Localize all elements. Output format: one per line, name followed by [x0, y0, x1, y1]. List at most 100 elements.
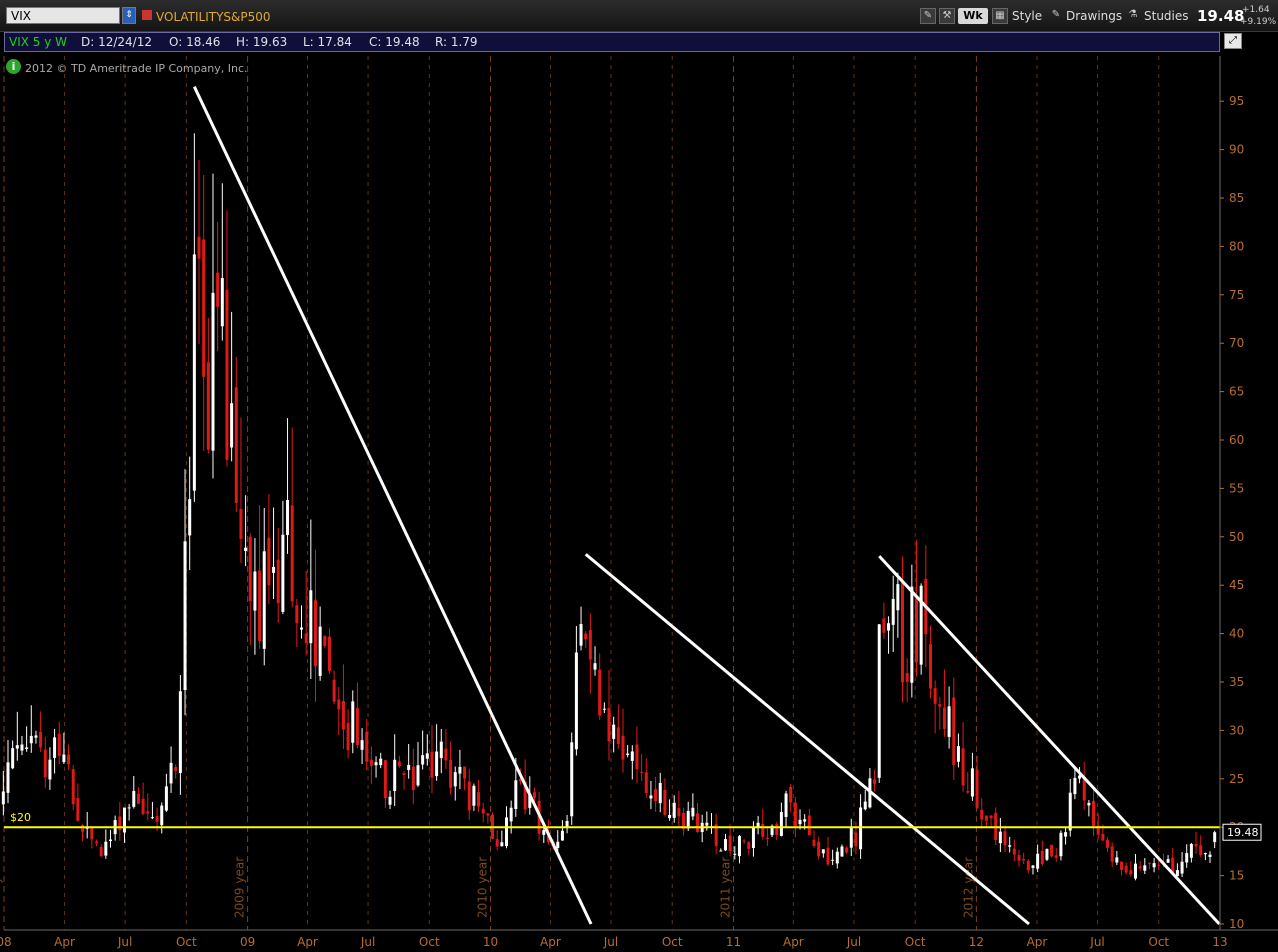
info-icon[interactable]: i	[6, 59, 21, 74]
candle-body	[411, 766, 415, 790]
candle-body	[57, 733, 61, 757]
candle-body	[737, 836, 741, 857]
candle-body	[1096, 825, 1100, 835]
candle-body	[211, 292, 215, 451]
candle-body	[481, 808, 485, 814]
candle-body	[933, 688, 937, 704]
year-label: 2009 year	[233, 857, 247, 918]
y-tick-label: 95	[1229, 94, 1244, 108]
x-tick-label: Apr	[540, 935, 561, 949]
drawings-button[interactable]: Drawings	[1066, 9, 1123, 23]
x-tick-label: Apr	[1027, 935, 1048, 949]
bar-range: R: 1.79	[435, 35, 478, 49]
candle-body	[1045, 848, 1049, 860]
candle-body	[267, 537, 271, 586]
candle-body	[202, 239, 206, 377]
style-button[interactable]: Style	[1012, 9, 1043, 23]
flask-icon: ⚗	[1128, 9, 1138, 20]
candle-body	[341, 701, 345, 730]
candle-body	[20, 744, 24, 751]
candle-body	[304, 633, 308, 643]
candle-body	[1213, 832, 1217, 843]
candle-body	[1, 791, 5, 805]
candle-body	[230, 403, 234, 448]
candle-body	[514, 780, 518, 809]
candle-body	[1199, 845, 1203, 856]
candle-body	[449, 759, 453, 788]
trendline	[878, 555, 1221, 926]
candle-body	[696, 813, 700, 833]
candle-body	[1078, 775, 1082, 779]
x-tick-label: Apr	[54, 935, 75, 949]
candle-body	[505, 817, 509, 847]
candle-body	[239, 508, 243, 539]
y-tick-label: 70	[1229, 336, 1244, 350]
candle-body	[616, 727, 620, 745]
trendline	[584, 553, 1030, 926]
candle-body	[989, 815, 993, 819]
candle-body	[807, 815, 811, 836]
candle-body	[891, 598, 895, 625]
net-change: +1.64	[1242, 5, 1270, 15]
candle-body	[532, 792, 536, 798]
candle-body	[1068, 792, 1072, 831]
studies-button[interactable]: Studies	[1144, 9, 1189, 23]
candle-body	[654, 789, 658, 802]
candle-body	[39, 731, 43, 748]
candle-body	[928, 644, 932, 689]
candle-body	[393, 759, 397, 792]
symbol-spinner-icon[interactable]: ⇕	[122, 7, 136, 24]
candle-body	[775, 824, 779, 835]
candle-body	[164, 786, 168, 811]
candle-body	[682, 812, 686, 830]
x-tick-label: Jul	[360, 935, 375, 949]
candle-body	[439, 741, 443, 759]
candle-body	[914, 598, 918, 662]
candle-body	[122, 807, 126, 833]
candle-body	[379, 758, 383, 766]
candle-body	[761, 823, 765, 837]
candle-body	[188, 499, 192, 536]
candle-body	[318, 626, 322, 676]
candle-body	[919, 585, 923, 665]
aggregation-button[interactable]: Wk	[958, 8, 988, 24]
candle-body	[966, 791, 970, 793]
candle-body	[472, 785, 476, 806]
candle-body	[155, 816, 159, 822]
candle-body	[803, 819, 807, 822]
drawing-tools-icon[interactable]: ✎	[920, 8, 936, 24]
candle-body	[174, 766, 178, 771]
toolbar: VIX ⇕ VOLATILITYS&P500 ✎ ⚒ Wk ▦ Style ✎ …	[0, 0, 1278, 32]
candle-body	[1087, 802, 1091, 806]
wrench-icon[interactable]: ⚒	[939, 8, 955, 24]
y-tick-label: 25	[1229, 772, 1244, 786]
candle-body	[938, 704, 942, 707]
y-tick-label: 40	[1229, 627, 1244, 641]
candle-body	[118, 816, 122, 831]
chart-settings-icon[interactable]: ▦	[992, 8, 1008, 24]
y-tick-label: 85	[1229, 191, 1244, 205]
candle-body	[588, 630, 592, 660]
candle-body	[728, 835, 732, 852]
pencil-icon: ✎	[1051, 9, 1061, 20]
symbol-input[interactable]: VIX	[6, 7, 120, 24]
instrument-flag-icon	[142, 10, 152, 20]
candle-body	[509, 807, 513, 822]
candle-body	[733, 853, 737, 855]
percent-change: +9.19%	[1240, 17, 1277, 27]
candle-body	[873, 779, 877, 784]
expand-panel-icon[interactable]: ⤢	[1224, 33, 1242, 49]
candle-body	[887, 623, 891, 631]
y-tick-label: 65	[1229, 385, 1244, 399]
candle-body	[388, 796, 392, 805]
candle-body	[756, 822, 760, 827]
candle-body	[747, 842, 751, 849]
candle-body	[374, 762, 378, 766]
candle-body	[76, 798, 80, 821]
x-tick-label: 10	[483, 935, 498, 949]
candle-body	[630, 751, 634, 761]
candle-body	[169, 762, 173, 784]
candle-body	[1189, 843, 1193, 858]
candle-body	[570, 742, 574, 817]
